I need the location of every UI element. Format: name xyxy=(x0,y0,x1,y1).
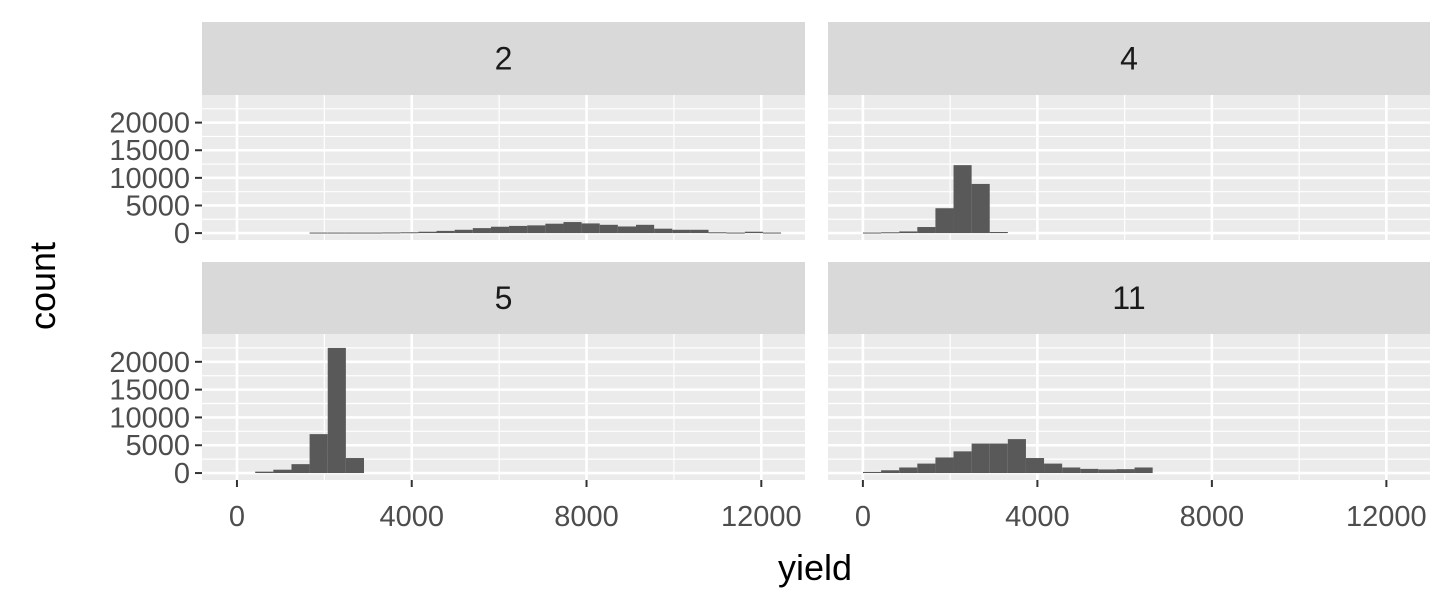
histogram-bar xyxy=(1098,469,1117,474)
histogram-bar xyxy=(327,232,346,234)
x-axis-title: yield xyxy=(778,547,852,588)
histogram-bar xyxy=(490,226,510,234)
histogram-bar xyxy=(545,223,564,234)
panel-background xyxy=(202,334,805,480)
facet-strip xyxy=(202,22,805,95)
panel-background xyxy=(202,95,805,240)
histogram-bar xyxy=(509,225,528,234)
x-tick-label: 12000 xyxy=(1346,501,1427,533)
histogram-bar xyxy=(989,231,1008,234)
histogram-bar xyxy=(935,208,954,234)
facet-panel-2: 2 xyxy=(202,22,805,240)
histogram-bar xyxy=(400,232,419,234)
y-tick-label: 0 xyxy=(174,458,190,490)
histogram-bar xyxy=(472,228,491,234)
facet-strip-label: 5 xyxy=(495,280,513,316)
histogram-bar xyxy=(1062,467,1081,474)
x-tick-label: 8000 xyxy=(1180,501,1245,533)
y-tick-label: 0 xyxy=(174,218,190,250)
histogram-bar xyxy=(744,231,763,234)
histogram-bar xyxy=(309,232,328,234)
histogram-bar xyxy=(636,224,655,234)
histogram-bar xyxy=(690,229,709,234)
x-tick-label: 12000 xyxy=(721,501,802,533)
x-tick-label: 0 xyxy=(229,501,245,533)
histogram-bar xyxy=(863,471,882,474)
histogram-bar xyxy=(345,458,365,474)
histogram-bar xyxy=(917,227,936,234)
y-tick-label: 10000 xyxy=(109,402,190,434)
histogram-bar xyxy=(1080,468,1099,474)
histogram-bar xyxy=(345,232,365,234)
facet-strip-label: 2 xyxy=(495,41,513,77)
histogram-bar xyxy=(255,471,274,474)
facet-strip xyxy=(202,262,805,334)
y-axis-title: count xyxy=(22,242,63,330)
histogram-bar xyxy=(1025,458,1045,474)
histogram-bar xyxy=(1116,469,1135,474)
histogram-bar xyxy=(971,183,990,234)
x-tick-label: 0 xyxy=(855,501,871,533)
histogram-bar xyxy=(654,228,673,234)
histogram-bar xyxy=(672,229,691,234)
histogram-bar xyxy=(917,463,936,474)
histogram-bar xyxy=(291,464,310,474)
x-tick-label: 8000 xyxy=(554,501,619,533)
histogram-bar xyxy=(599,224,618,234)
facet-strip-label: 4 xyxy=(1120,41,1138,77)
histogram-bar xyxy=(899,467,918,474)
y-tick-label: 5000 xyxy=(125,190,190,222)
histogram-bar xyxy=(418,231,437,234)
axes: 0500010000150002000005000100001500020000… xyxy=(109,108,1426,533)
y-tick-label: 20000 xyxy=(109,108,190,140)
histogram-bar xyxy=(364,232,383,234)
y-tick-label: 15000 xyxy=(109,375,190,407)
y-tick-label: 20000 xyxy=(109,347,190,379)
panel-background xyxy=(828,334,1430,480)
histogram-bar xyxy=(971,443,990,474)
histogram-bar xyxy=(935,457,954,474)
histogram-bar xyxy=(563,222,582,234)
histogram-bar xyxy=(708,232,727,234)
histogram-bar xyxy=(527,225,546,234)
histogram-bar xyxy=(762,232,782,234)
facet-strip xyxy=(828,22,1430,95)
histogram-bar xyxy=(726,232,745,234)
histogram-bar xyxy=(1007,439,1026,474)
histogram-bar xyxy=(899,231,918,234)
histogram-bar xyxy=(454,229,473,234)
histogram-bar xyxy=(1044,463,1063,474)
y-tick-label: 5000 xyxy=(125,430,190,462)
histogram-bar xyxy=(436,230,455,234)
histogram-bar xyxy=(581,223,600,234)
histogram-bar xyxy=(273,469,292,474)
histogram-bar xyxy=(953,451,972,474)
y-tick-label: 10000 xyxy=(109,163,190,195)
facet-panel-11: 11 xyxy=(828,262,1430,480)
histogram-bar xyxy=(309,434,328,474)
histogram-bar xyxy=(863,232,882,234)
facet-strip-label: 11 xyxy=(1112,280,1145,316)
facet-strip xyxy=(828,262,1430,334)
histogram-bar xyxy=(881,232,900,234)
histogram-bar xyxy=(1134,467,1153,474)
facet-panels: 2 4 5 11 xyxy=(202,22,1430,480)
histogram-bar xyxy=(617,226,637,234)
panel-background xyxy=(828,95,1430,240)
x-tick-label: 4000 xyxy=(379,501,444,533)
histogram-bar xyxy=(881,470,900,474)
x-tick-label: 4000 xyxy=(1005,501,1070,533)
histogram-bar xyxy=(382,232,401,234)
facet-panel-4: 4 xyxy=(828,22,1430,240)
histogram-bar xyxy=(989,443,1008,474)
facet-panel-5: 5 xyxy=(202,262,805,480)
histogram-bar xyxy=(327,347,346,474)
histogram-bar xyxy=(953,165,972,234)
y-tick-label: 15000 xyxy=(109,135,190,167)
